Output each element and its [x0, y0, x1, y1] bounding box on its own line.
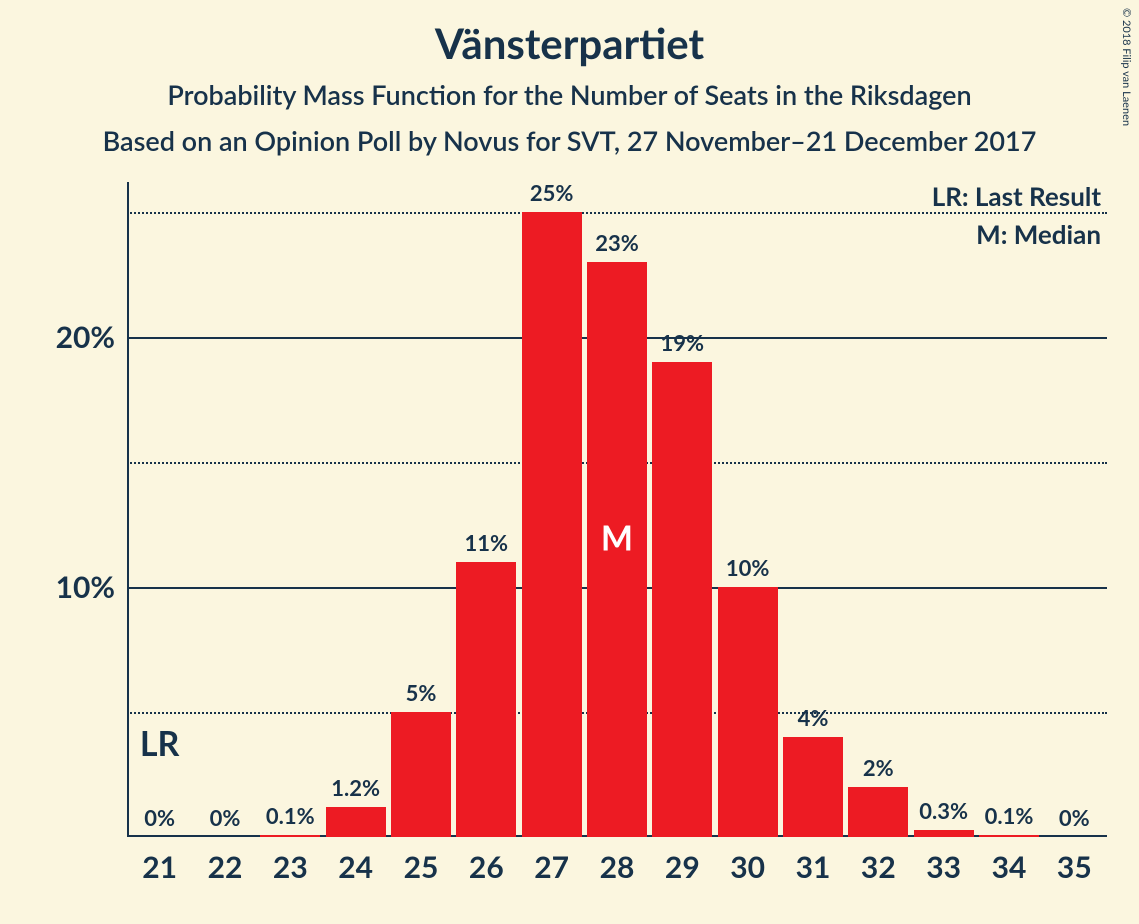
x-axis-label: 32	[861, 837, 896, 885]
last-result-marker: LR	[140, 723, 180, 764]
bar	[652, 362, 712, 837]
legend-last-result: LR: Last Result	[932, 180, 1101, 212]
chart-container: © 2018 Filip van Laenen Vänsterpartiet P…	[0, 0, 1139, 924]
bar-value-label: 0.1%	[985, 802, 1034, 829]
bar-cell: 0.1%	[258, 187, 323, 837]
bar-value-label: 2%	[863, 754, 894, 781]
bar-cell: 4%	[780, 187, 845, 837]
bar-cell: 0.1%	[976, 187, 1041, 837]
x-axis-label: 35	[1057, 837, 1092, 885]
bar-cell: 11%	[454, 187, 519, 837]
legend-median: M: Median	[976, 218, 1101, 250]
x-axis-label: 24	[338, 837, 373, 885]
bar-value-label: 5%	[406, 679, 437, 706]
x-axis-label: 33	[926, 837, 961, 885]
bar-cell: 2%	[846, 187, 911, 837]
plot-area: 10%20% 0%0%0.1%1.2%5%11%25%23%19%10%4%2%…	[127, 187, 1107, 837]
bar	[718, 587, 778, 837]
bar-value-label: 19%	[661, 329, 705, 356]
bar-cell: 0.3%	[911, 187, 976, 837]
bar-cell: 5%	[388, 187, 453, 837]
bar	[783, 737, 843, 837]
bar-cell: 1.2%	[323, 187, 388, 837]
x-axis-label: 29	[665, 837, 700, 885]
bar-value-label: 11%	[465, 529, 509, 556]
bar-cell: 10%	[715, 187, 780, 837]
chart-subtitle-1: Probability Mass Function for the Number…	[0, 78, 1139, 111]
bar	[914, 830, 974, 838]
bar	[522, 212, 582, 837]
bars-group: 0% 0% 0.1% 1.2% 5% 11% 25% 23% 19% 10% 4% 2% 0.3% 0.1…	[127, 187, 1107, 837]
bar-value-label: 25%	[530, 179, 574, 206]
x-axis-label: 28	[600, 837, 635, 885]
bar-value-label: 10%	[726, 554, 770, 581]
bar-value-label: 23%	[595, 229, 639, 256]
x-axis-label: 26	[469, 837, 504, 885]
y-axis-label: 10%	[56, 569, 127, 605]
bar-cell: 25%	[519, 187, 584, 837]
bar-cell: 23%	[584, 187, 649, 837]
x-axis-label: 31	[796, 837, 831, 885]
bar-value-label: 0.3%	[919, 797, 968, 824]
x-axis-label: 22	[208, 837, 243, 885]
bar-cell: 0%	[1042, 187, 1107, 837]
bar-value-label: 0%	[1059, 804, 1090, 831]
y-axis-label: 20%	[56, 319, 127, 355]
bar-value-label: 0.1%	[266, 802, 315, 829]
bar	[456, 562, 516, 837]
chart-subtitle-2: Based on an Opinion Poll by Novus for SV…	[0, 124, 1139, 157]
median-marker: M	[601, 518, 633, 559]
x-axis-label: 25	[404, 837, 439, 885]
bar-cell: 19%	[650, 187, 715, 837]
x-axis-label: 27	[534, 837, 569, 885]
bar-value-label: 0%	[144, 804, 175, 831]
x-axis-label: 21	[142, 837, 177, 885]
x-axis-label: 34	[992, 837, 1027, 885]
x-axis-label: 23	[273, 837, 308, 885]
bar-value-label: 1.2%	[331, 774, 380, 801]
bar	[326, 807, 386, 837]
bar-value-label: 0%	[210, 804, 241, 831]
chart-title: Vänsterpartiet	[0, 18, 1139, 68]
bar-cell: 0%	[192, 187, 257, 837]
bar	[848, 787, 908, 837]
bar-value-label: 4%	[798, 704, 829, 731]
bar	[391, 712, 451, 837]
x-axis-label: 30	[730, 837, 765, 885]
